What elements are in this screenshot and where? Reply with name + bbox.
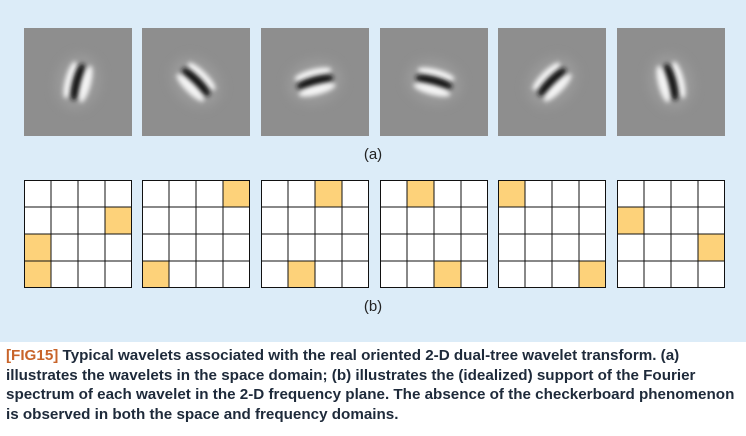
- support-cell: [698, 234, 725, 261]
- frequency-grid: [498, 180, 606, 288]
- frequency-grid: [142, 180, 250, 288]
- support-cell: [579, 261, 606, 288]
- wavelet-image: [142, 28, 250, 136]
- panel-label-b: (b): [363, 298, 383, 315]
- wavelet-image: [24, 28, 132, 136]
- support-cell: [105, 207, 132, 234]
- caption-text: Typical wavelets associated with the rea…: [6, 347, 735, 423]
- support-cell: [315, 180, 342, 207]
- support-cell: [24, 234, 51, 261]
- support-cell: [142, 261, 169, 288]
- figure-caption: [FIG15] Typical wavelets associated with…: [6, 346, 742, 424]
- support-cell: [434, 261, 461, 288]
- frequency-grid: [380, 180, 488, 288]
- wavelet-image: [617, 28, 725, 136]
- support-cell: [24, 261, 51, 288]
- caption-tag: [FIG15]: [6, 347, 59, 364]
- support-cell: [288, 261, 315, 288]
- frequency-grid: [261, 180, 369, 288]
- frequency-grid: [617, 180, 725, 288]
- figure: (a) (b): [0, 0, 746, 342]
- panel-label-a: (a): [363, 146, 383, 163]
- support-cell: [498, 180, 525, 207]
- wavelet-image: [498, 28, 606, 136]
- wavelet-image: [380, 28, 488, 136]
- frequency-grid: [24, 180, 132, 288]
- support-cell: [223, 180, 250, 207]
- support-cell: [407, 180, 434, 207]
- wavelet-image: [261, 28, 369, 136]
- support-cell: [617, 207, 644, 234]
